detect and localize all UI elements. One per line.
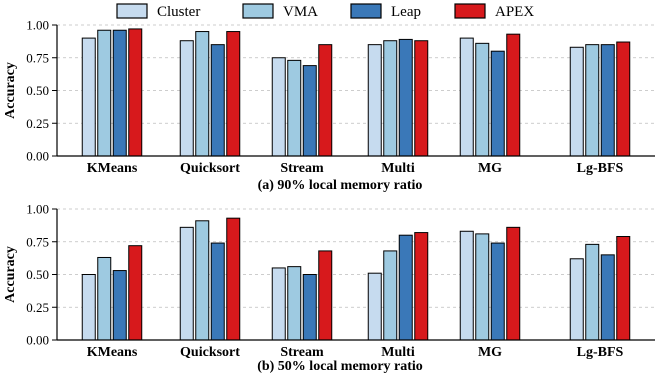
bar-apex-quicksort bbox=[226, 217, 241, 341]
bar-cluster-mg bbox=[459, 230, 474, 341]
bar-cluster-quicksort bbox=[179, 40, 194, 157]
panel-caption: (b) 50% local memory ratio bbox=[257, 359, 423, 374]
bar-vma-stream bbox=[287, 59, 302, 157]
x-tick-label-multi: Multi bbox=[381, 345, 415, 360]
bar-leap-quicksort bbox=[210, 44, 225, 157]
x-tick-label-kmeans: KMeans bbox=[87, 345, 138, 360]
legend-swatch-cluster bbox=[116, 3, 148, 19]
bar-apex-multi bbox=[414, 232, 429, 341]
bar-cluster-multi bbox=[367, 272, 382, 341]
bar-apex-kmeans bbox=[128, 28, 143, 157]
bar-apex-mg bbox=[506, 33, 521, 157]
x-tick-label-quicksort: Quicksort bbox=[180, 161, 240, 176]
bar-cluster-stream bbox=[271, 267, 286, 341]
legend-swatch-apex bbox=[454, 3, 486, 19]
legend-swatch-leap bbox=[350, 3, 382, 19]
y-tick-label: 0.75 bbox=[26, 234, 49, 249]
bar-leap-mg bbox=[490, 50, 505, 157]
legend-label-leap: Leap bbox=[391, 4, 421, 20]
bar-leap-multi bbox=[398, 234, 413, 341]
x-tick-label-stream: Stream bbox=[280, 345, 324, 360]
bar-apex-mg bbox=[506, 226, 521, 341]
bar-leap-mg bbox=[490, 242, 505, 341]
bar-leap-kmeans bbox=[112, 29, 127, 157]
y-tick-label: 1.00 bbox=[26, 18, 49, 33]
bar-leap-quicksort bbox=[210, 242, 225, 341]
y-tick-label: 0.75 bbox=[26, 50, 49, 65]
x-tick-label-kmeans: KMeans bbox=[87, 161, 138, 176]
bar-vma-lg-bfs bbox=[585, 243, 600, 341]
bar-vma-stream bbox=[287, 266, 302, 341]
chart-panel-a: 0.00 0.25 0.50 0.75 1.00 KMeans Quicksort Strea… bbox=[3, 18, 655, 193]
bar-leap-lg-bfs bbox=[600, 254, 615, 341]
y-tick-label: 0.50 bbox=[26, 83, 49, 98]
bar-vma-multi bbox=[383, 40, 398, 157]
x-tick-label-stream: Stream bbox=[280, 161, 324, 176]
y-tick-label: 0.25 bbox=[26, 116, 49, 131]
bar-leap-stream bbox=[302, 274, 317, 341]
x-tick-label-lg-bfs: Lg-BFS bbox=[577, 345, 624, 360]
bar-vma-multi bbox=[383, 250, 398, 341]
y-tick-label: 0.25 bbox=[26, 300, 49, 315]
bar-vma-lg-bfs bbox=[585, 44, 600, 157]
bar-vma-kmeans bbox=[97, 29, 112, 157]
legend-label-vma: VMA bbox=[283, 4, 318, 20]
y-axis-label: Accuracy bbox=[3, 246, 18, 303]
x-tick-label-mg: MG bbox=[478, 161, 502, 176]
bar-cluster-kmeans bbox=[81, 37, 96, 157]
bar-apex-stream bbox=[318, 250, 333, 341]
bar-vma-mg bbox=[475, 233, 490, 341]
chart-panel-b: 0.00 0.25 0.50 0.75 1.00 KMeans Quicksort Strea… bbox=[3, 202, 655, 374]
bar-apex-lg-bfs bbox=[616, 41, 631, 157]
legend-label-cluster: Cluster bbox=[157, 4, 200, 20]
bar-apex-multi bbox=[414, 40, 429, 157]
bar-cluster-lg-bfs bbox=[569, 258, 584, 341]
bar-leap-stream bbox=[302, 65, 317, 157]
bar-cluster-multi bbox=[367, 44, 382, 157]
bar-leap-lg-bfs bbox=[600, 44, 615, 157]
x-tick-label-lg-bfs: Lg-BFS bbox=[577, 161, 624, 176]
x-tick-label-multi: Multi bbox=[381, 161, 415, 176]
bar-leap-multi bbox=[398, 38, 413, 157]
bar-vma-mg bbox=[475, 42, 490, 157]
panel-caption: (a) 90% local memory ratio bbox=[258, 178, 423, 193]
bar-cluster-stream bbox=[271, 57, 286, 157]
bar-cluster-quicksort bbox=[179, 226, 194, 341]
bar-apex-lg-bfs bbox=[616, 236, 631, 341]
legend: Cluster VMA Leap APEX bbox=[116, 3, 534, 20]
y-tick-label: 1.00 bbox=[26, 202, 49, 217]
bar-apex-quicksort bbox=[226, 31, 241, 157]
y-tick-label: 0.00 bbox=[26, 149, 49, 164]
x-tick-label-mg: MG bbox=[478, 345, 502, 360]
bar-cluster-mg bbox=[459, 37, 474, 157]
bar-cluster-kmeans bbox=[81, 274, 96, 341]
bar-apex-stream bbox=[318, 44, 333, 157]
bar-cluster-lg-bfs bbox=[569, 46, 584, 157]
y-tick-label: 0.50 bbox=[26, 267, 49, 282]
x-tick-label-quicksort: Quicksort bbox=[180, 345, 240, 360]
y-axis-label: Accuracy bbox=[3, 62, 18, 119]
bar-vma-kmeans bbox=[97, 256, 112, 341]
legend-label-apex: APEX bbox=[495, 4, 534, 20]
bar-vma-quicksort bbox=[195, 31, 210, 157]
bar-apex-kmeans bbox=[128, 245, 143, 341]
bar-leap-kmeans bbox=[112, 270, 127, 341]
y-tick-label: 0.00 bbox=[26, 333, 49, 348]
legend-swatch-vma bbox=[242, 3, 274, 19]
bar-vma-quicksort bbox=[195, 220, 210, 341]
